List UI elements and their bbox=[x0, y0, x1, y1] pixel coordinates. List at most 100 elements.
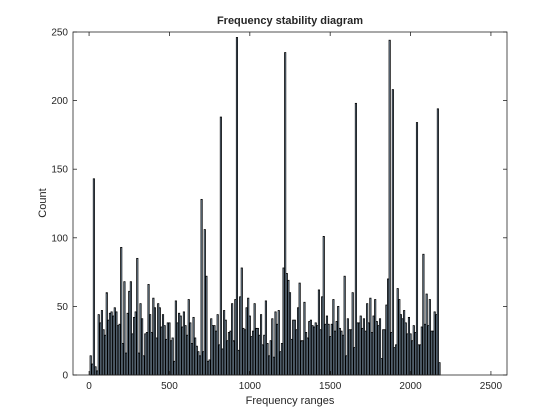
bar bbox=[263, 334, 266, 376]
bar bbox=[202, 351, 205, 376]
bar bbox=[112, 315, 115, 376]
bar bbox=[378, 318, 382, 376]
bar bbox=[260, 314, 263, 376]
bar bbox=[251, 330, 255, 376]
bars-group bbox=[89, 37, 441, 376]
bar bbox=[232, 340, 235, 376]
x-tick-label: 1000 bbox=[239, 381, 262, 392]
bar bbox=[125, 352, 128, 376]
bar bbox=[100, 310, 103, 376]
bar bbox=[385, 304, 388, 376]
bar bbox=[131, 333, 134, 376]
bar bbox=[157, 303, 160, 376]
bar bbox=[395, 344, 398, 376]
bar bbox=[435, 314, 438, 376]
bar bbox=[391, 89, 394, 376]
bar bbox=[178, 312, 181, 376]
bar bbox=[279, 351, 282, 376]
y-tick-label: 250 bbox=[51, 28, 68, 39]
bar bbox=[288, 292, 292, 376]
bar bbox=[404, 322, 407, 376]
bar bbox=[213, 325, 216, 376]
bar bbox=[417, 344, 420, 376]
y-tick-label: 100 bbox=[51, 233, 68, 244]
bar bbox=[280, 343, 284, 376]
bar bbox=[337, 305, 340, 376]
bar bbox=[321, 296, 324, 376]
bar bbox=[329, 336, 332, 376]
bar bbox=[136, 257, 139, 376]
bar bbox=[179, 315, 182, 376]
bar bbox=[161, 314, 165, 376]
bar bbox=[362, 318, 365, 376]
bar bbox=[427, 325, 430, 376]
bar bbox=[102, 329, 105, 376]
bar bbox=[261, 344, 264, 376]
bar bbox=[401, 318, 404, 376]
bar bbox=[354, 102, 357, 376]
bar bbox=[116, 325, 120, 376]
bar bbox=[316, 325, 319, 376]
bar bbox=[295, 329, 298, 376]
bar bbox=[144, 333, 147, 376]
bar bbox=[194, 337, 197, 376]
bar bbox=[153, 307, 157, 376]
bar bbox=[301, 340, 304, 376]
bar bbox=[345, 355, 348, 376]
bar bbox=[92, 178, 95, 376]
bar bbox=[195, 345, 198, 376]
bar bbox=[239, 296, 242, 376]
axes-group: 0 500 1000 1500 2000 2500 0 50 100 150 200 250 bbox=[51, 28, 508, 392]
bar bbox=[409, 333, 412, 376]
bar bbox=[245, 307, 248, 376]
bar bbox=[197, 351, 200, 376]
bar bbox=[361, 327, 364, 376]
bar bbox=[141, 318, 144, 376]
x-tick-label: 2000 bbox=[399, 381, 422, 392]
x-tick-label: 0 bbox=[86, 381, 92, 392]
bar bbox=[118, 323, 121, 376]
bar bbox=[317, 289, 320, 376]
bar bbox=[247, 297, 250, 376]
bar bbox=[250, 336, 253, 376]
bar bbox=[224, 319, 227, 376]
bar bbox=[264, 300, 267, 376]
bar bbox=[181, 326, 184, 376]
bar bbox=[372, 315, 375, 376]
bar bbox=[305, 332, 308, 376]
bar bbox=[96, 370, 99, 376]
bar bbox=[411, 340, 414, 376]
y-tick-label: 150 bbox=[51, 165, 68, 176]
bar bbox=[198, 355, 202, 376]
bar bbox=[366, 303, 369, 376]
bar bbox=[205, 275, 208, 376]
bar bbox=[190, 343, 193, 376]
bar bbox=[223, 310, 226, 376]
bar bbox=[313, 326, 316, 376]
bar bbox=[338, 327, 341, 376]
bar bbox=[340, 330, 343, 376]
bar bbox=[94, 366, 97, 376]
bar bbox=[285, 273, 288, 376]
bar bbox=[126, 312, 129, 376]
y-axis-label: Count bbox=[37, 188, 49, 217]
bar bbox=[248, 315, 251, 376]
bar bbox=[182, 311, 185, 376]
bar bbox=[166, 322, 169, 376]
bar bbox=[240, 267, 243, 376]
bar bbox=[235, 37, 238, 376]
bar bbox=[370, 332, 374, 376]
bar bbox=[105, 292, 108, 376]
bar bbox=[377, 325, 380, 376]
bar bbox=[158, 307, 161, 376]
bar bbox=[364, 330, 367, 376]
x-tick-label: 500 bbox=[161, 381, 178, 392]
bar bbox=[108, 312, 112, 376]
bar bbox=[356, 322, 359, 376]
bar bbox=[268, 355, 271, 376]
bar bbox=[110, 311, 113, 376]
bar bbox=[425, 293, 428, 376]
bar bbox=[415, 122, 419, 376]
bar bbox=[210, 318, 213, 376]
